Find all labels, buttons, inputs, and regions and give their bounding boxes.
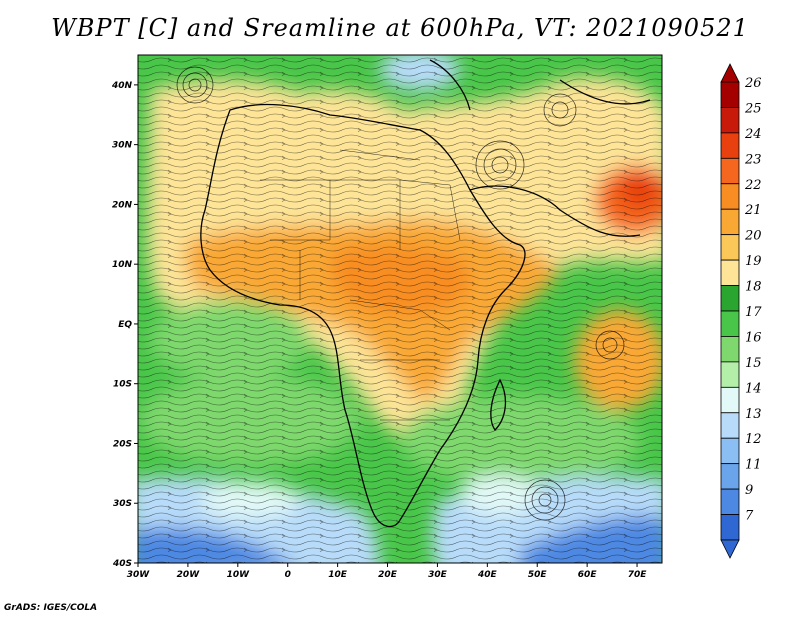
lon-tick-label: 20W <box>177 570 201 580</box>
colorbar-swatch <box>720 310 740 337</box>
colorbar-swatch <box>720 234 740 261</box>
colorbar-swatch <box>720 361 740 388</box>
colorbar-swatch <box>720 386 740 414</box>
colorbar-label: 12 <box>745 432 762 447</box>
lat-tick-label: 20N <box>112 200 133 210</box>
colorbar-label: 18 <box>745 280 762 295</box>
colorbar-label: 19 <box>745 254 762 269</box>
colorbar-label: 25 <box>744 101 762 116</box>
temperature-field <box>138 55 662 563</box>
colorbar-swatch <box>720 183 740 210</box>
colorbar-swatch <box>720 488 740 515</box>
grads-credit: GrADS: IGES/COLA <box>4 603 98 613</box>
axis-ticks: 30W 20W 10W 0 10E 20E 30E 40E 50E 60E 70E 40N 30N 20N… <box>111 81 647 580</box>
lat-tick-label: 10S <box>113 380 132 390</box>
map-title: WBPT [C] and Sreamline at 600hPa, VT: 20… <box>51 14 749 42</box>
colorbar-label: 11 <box>745 458 762 473</box>
colorbar-swatch <box>720 514 740 541</box>
colorbar-label: 14 <box>745 381 762 396</box>
colorbar-swatch <box>720 463 740 490</box>
lon-tick-label: 40E <box>477 570 498 580</box>
colorbar-label: 24 <box>744 127 762 142</box>
colorbar-label: 13 <box>745 407 762 422</box>
lat-tick-label: 20S <box>113 439 132 449</box>
colorbar-label: 9 <box>745 483 753 498</box>
colorbar-label: 26 <box>744 76 762 91</box>
colorbar-swatch <box>720 157 740 185</box>
borders <box>260 149 461 421</box>
colorbar-swatch <box>720 412 740 439</box>
plot-frame <box>137 54 663 564</box>
colorbar-swatch <box>720 259 740 286</box>
lon-tick-label: 10E <box>328 570 348 580</box>
colorbar-label: 21 <box>744 203 762 218</box>
colorbar-swatch <box>720 81 740 108</box>
colorbar-label: 23 <box>744 152 762 167</box>
lat-tick-label: 40N <box>111 81 133 91</box>
colorbar-label: 16 <box>745 330 762 345</box>
lon-tick-label: 10W <box>227 570 251 580</box>
lon-tick-label: 50E <box>528 570 548 580</box>
lon-tick-label: 60E <box>578 570 598 580</box>
colorbar-swatch <box>720 107 740 134</box>
colorbar-swatch <box>720 208 740 236</box>
colorbar-label: 22 <box>744 178 762 193</box>
lat-tick-label: 30N <box>112 141 133 151</box>
colorbar-swatch <box>720 336 740 363</box>
lon-tick-label: 20E <box>378 570 398 580</box>
colorbar-bottom-arrow <box>720 539 740 559</box>
lon-tick-label: 30E <box>428 570 448 580</box>
lon-tick-label: 30W <box>127 570 151 580</box>
colorbar-label: 15 <box>745 356 762 371</box>
colorbar-label: 20 <box>744 229 762 244</box>
colorbar: 26 25 24 23 22 21 20 19 18 17 16 15 14 13 12 11 9 7 <box>720 63 762 559</box>
colorbar-swatch <box>720 437 740 465</box>
lon-tick-label: 70E <box>628 570 648 580</box>
lat-tick-label: 10N <box>112 260 133 270</box>
lat-tick-label: 40S <box>112 559 132 569</box>
colorbar-label: 7 <box>745 509 754 524</box>
lat-tick-label: 30S <box>113 499 132 509</box>
colorbar-swatch <box>720 132 740 159</box>
lon-tick-label: 0 <box>285 570 291 580</box>
coastlines <box>200 59 651 528</box>
lat-tick-label: EQ <box>118 320 132 330</box>
colorbar-top-arrow <box>720 63 740 83</box>
colorbar-label: 17 <box>745 305 762 320</box>
colorbar-swatch <box>720 285 740 312</box>
